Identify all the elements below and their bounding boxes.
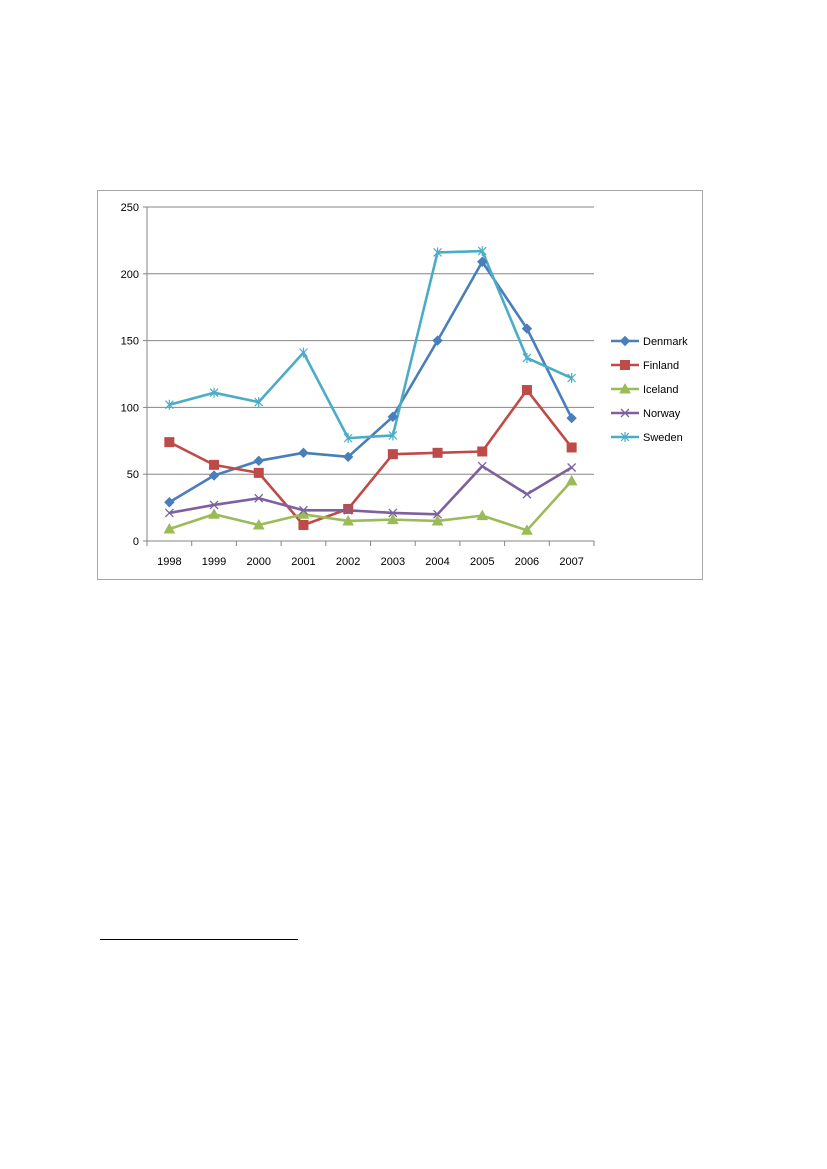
footnote-divider	[100, 939, 298, 940]
series-line-finland	[168, 388, 573, 527]
x-tick-label: 2001	[291, 556, 315, 568]
data-point-norway	[388, 508, 398, 518]
x-tick-label: 2006	[515, 556, 539, 568]
y-tick-label: 250	[121, 202, 139, 214]
data-point-sweden	[567, 373, 577, 384]
data-point-denmark	[477, 256, 488, 267]
series-line-iceland	[168, 480, 573, 532]
y-tick-label: 150	[121, 336, 139, 348]
data-point-iceland	[163, 522, 176, 534]
y-tick-label: 0	[133, 536, 139, 548]
data-point-sweden	[299, 347, 308, 358]
data-point-iceland	[208, 508, 220, 519]
legend-label-denmark: Denmark	[643, 336, 688, 348]
data-point-norway	[343, 505, 353, 515]
data-point-denmark	[253, 455, 264, 467]
legend-label-finland: Finland	[643, 360, 679, 372]
x-tick-label: 2004	[425, 556, 449, 568]
data-point-sweden	[433, 247, 442, 258]
data-point-norway	[477, 461, 487, 471]
series-markers	[163, 246, 578, 535]
x-tick-label: 2005	[470, 556, 494, 568]
data-point-sweden	[522, 352, 532, 363]
data-point-sweden	[164, 399, 174, 410]
legend-marker-denmark	[619, 335, 631, 347]
data-point-denmark	[208, 470, 220, 481]
legend-label-sweden: Sweden	[643, 432, 683, 444]
data-point-finland	[477, 446, 488, 457]
x-tick-label: 2002	[336, 556, 360, 568]
legend-marker-sweden	[620, 432, 630, 442]
data-point-norway	[254, 493, 264, 503]
data-point-iceland	[431, 514, 444, 526]
series-lines	[168, 249, 573, 532]
data-point-iceland	[252, 518, 265, 530]
y-tick-label: 50	[127, 469, 139, 481]
x-tick-label: 1998	[157, 556, 181, 568]
legend-label-iceland: Iceland	[643, 384, 678, 396]
legend-label-norway: Norway	[643, 408, 681, 420]
data-point-denmark	[387, 411, 399, 422]
data-point-finland	[164, 437, 175, 448]
x-tick-label: 2000	[247, 556, 271, 568]
x-tick-label: 2003	[381, 556, 405, 568]
data-point-sweden	[343, 433, 353, 444]
data-point-sweden	[388, 430, 398, 441]
axes: 0 50 100 150 200 250 1998 1999 2000 2001 2002 2003 2…	[121, 202, 595, 568]
data-point-denmark	[432, 335, 443, 346]
y-tick-label: 200	[121, 269, 139, 281]
series-line-sweden	[169, 249, 573, 440]
line-chart: 0 50 100 150 200 250 1998 1999 2000 2001 2002 2003 2…	[121, 202, 688, 568]
data-point-finland	[298, 519, 309, 530]
data-point-denmark	[164, 497, 175, 508]
legend-marker-norway	[620, 408, 630, 418]
x-tick-label: 2007	[559, 556, 583, 568]
data-point-iceland	[342, 514, 354, 526]
data-point-denmark	[566, 412, 577, 424]
data-point-finland	[432, 447, 443, 458]
data-point-finland	[566, 442, 577, 453]
data-point-norway	[567, 463, 577, 472]
chart-frame: 0 50 100 150 200 250 1998 1999 2000 2001 2002 2003 2…	[97, 190, 703, 580]
data-point-iceland	[476, 509, 489, 521]
data-point-denmark	[298, 447, 309, 459]
data-point-finland	[387, 449, 398, 460]
data-point-denmark	[342, 451, 354, 463]
data-point-norway	[209, 500, 219, 510]
data-point-finland	[209, 459, 220, 470]
data-point-norway	[298, 505, 308, 515]
legend-marker-finland	[620, 360, 630, 370]
series-line-denmark	[168, 260, 573, 504]
data-point-sweden	[209, 387, 219, 398]
series-line-norway	[169, 464, 573, 516]
y-tick-label: 100	[121, 402, 139, 414]
data-point-iceland	[387, 513, 399, 525]
data-point-iceland	[297, 508, 310, 519]
data-point-sweden	[254, 397, 264, 408]
data-point-finland	[521, 385, 532, 396]
data-point-finland	[343, 503, 354, 514]
data-point-iceland	[565, 474, 578, 486]
data-point-finland	[253, 467, 264, 478]
data-point-denmark	[521, 323, 533, 334]
legend-marker-iceland	[619, 382, 631, 394]
data-point-norway	[522, 489, 532, 499]
legend: Denmark Finland Iceland Norway Sweden	[611, 335, 688, 444]
data-point-iceland	[521, 524, 533, 535]
x-tick-label: 1999	[202, 556, 226, 568]
data-point-norway	[433, 509, 443, 519]
data-point-sweden	[477, 246, 487, 257]
gridlines	[147, 206, 594, 475]
data-point-norway	[164, 508, 174, 518]
